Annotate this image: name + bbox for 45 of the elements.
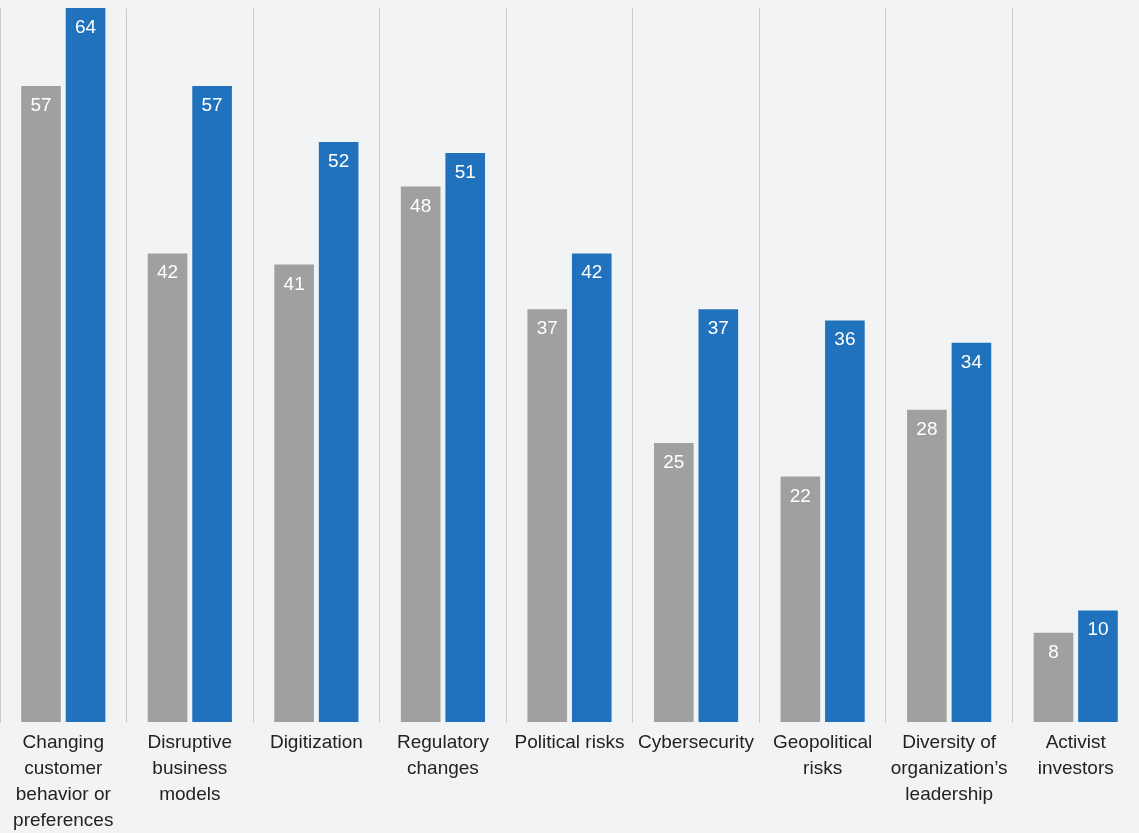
data-label: 25: [663, 451, 685, 473]
bar: [65, 8, 106, 722]
data-label: 42: [581, 261, 603, 283]
data-label: 57: [30, 94, 52, 116]
data-label: 10: [1087, 618, 1109, 640]
x-tick-label: Regulatory changes: [397, 730, 490, 778]
x-tick-label: Cybersecurity: [637, 730, 755, 752]
data-label: 64: [74, 16, 97, 37]
x-tick-label: Changing customer behavior or preferences: [13, 730, 114, 830]
bar: [653, 443, 694, 722]
data-label: 36: [834, 328, 856, 350]
bar: [192, 86, 232, 722]
data-label: 8: [1048, 640, 1059, 662]
data-label: 57: [201, 94, 223, 116]
data-label: 48: [410, 194, 432, 216]
bar: [1078, 610, 1118, 722]
bar: [400, 186, 441, 722]
data-label: 37: [536, 317, 558, 339]
data-label: 37: [707, 317, 729, 339]
bar: [698, 309, 739, 722]
bar: [1033, 632, 1074, 722]
x-tick-label: Activist investors: [1037, 730, 1114, 778]
bar: [274, 264, 314, 722]
x-tick-label: Geopolitical risks: [772, 730, 873, 778]
bar: [825, 320, 865, 722]
data-label: 34: [960, 350, 983, 372]
data-label: 51: [454, 161, 476, 183]
x-tick-label: Political risks: [514, 730, 625, 752]
x-tick-label: Diversity of organization’s leadership: [890, 730, 1008, 804]
bar: [780, 476, 821, 722]
data-label: 42: [157, 261, 179, 283]
bar: [951, 342, 992, 722]
bar: [318, 141, 359, 722]
bar: [571, 253, 612, 722]
x-tick-label: Disruptive business models: [147, 730, 233, 804]
data-label: 22: [789, 484, 811, 506]
data-label: 28: [916, 417, 938, 439]
bar: [147, 253, 188, 722]
data-label: 41: [283, 272, 305, 294]
bar: [445, 153, 486, 722]
data-label: 52: [328, 149, 350, 171]
bar: [527, 309, 568, 722]
x-tick-label: Digitization: [269, 730, 363, 752]
bar: [21, 86, 61, 722]
bar: [907, 409, 947, 722]
